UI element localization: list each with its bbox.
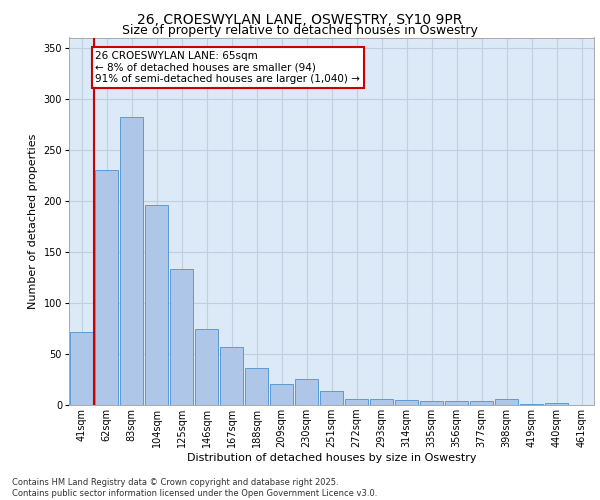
Bar (170, 269, 193, 405)
Text: 26 CROESWYLAN LANE: 65sqm
← 8% of detached houses are smaller (94)
91% of semi-d: 26 CROESWYLAN LANE: 65sqm ← 8% of detach… (95, 51, 360, 84)
Bar (320, 390, 343, 405)
Bar (495, 399, 518, 405)
Bar (70, 332, 93, 405)
Bar (420, 401, 443, 405)
Bar (295, 380, 318, 405)
Bar (220, 347, 243, 405)
Bar (245, 368, 268, 405)
Bar (520, 404, 543, 405)
Bar (445, 401, 468, 405)
Text: 26, CROESWYLAN LANE, OSWESTRY, SY10 9PR: 26, CROESWYLAN LANE, OSWESTRY, SY10 9PR (137, 12, 463, 26)
Bar (345, 399, 368, 405)
Text: Size of property relative to detached houses in Oswestry: Size of property relative to detached ho… (122, 24, 478, 37)
Bar (95, 170, 118, 405)
Bar (195, 330, 218, 405)
Bar (370, 399, 393, 405)
Bar (270, 384, 293, 405)
Bar (395, 400, 418, 405)
Bar (545, 403, 568, 405)
X-axis label: Distribution of detached houses by size in Oswestry: Distribution of detached houses by size … (187, 453, 476, 463)
Bar (120, 117, 143, 405)
Bar (470, 401, 493, 405)
Y-axis label: Number of detached properties: Number of detached properties (28, 134, 38, 309)
Bar (145, 205, 168, 405)
Text: Contains HM Land Registry data © Crown copyright and database right 2025.
Contai: Contains HM Land Registry data © Crown c… (12, 478, 377, 498)
